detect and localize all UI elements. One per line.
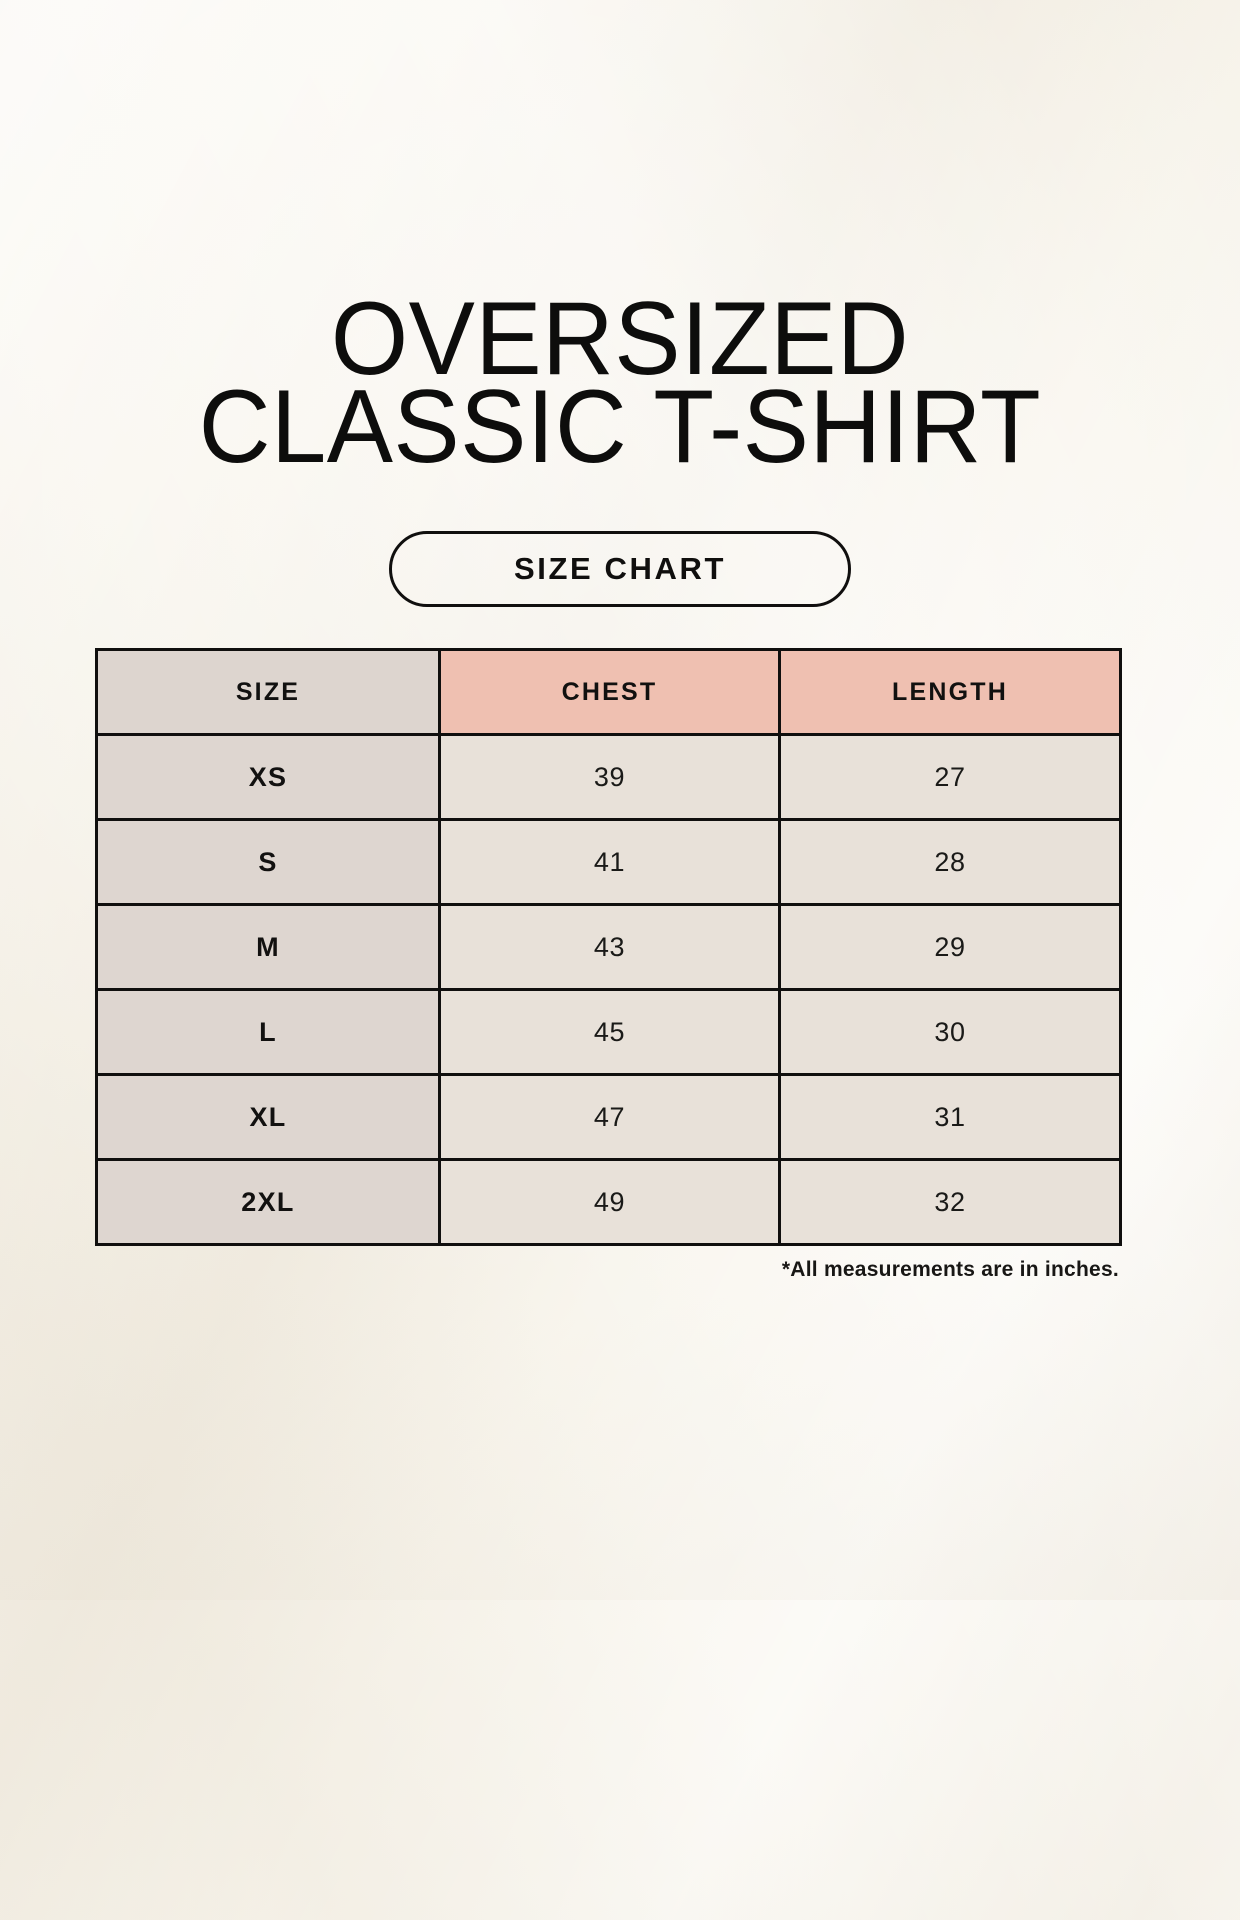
cell-chest: 41 [438,818,781,906]
badge-row: SIZE CHART [0,531,1240,607]
column-header-chest: CHEST [438,648,781,736]
size-chart-badge-label: SIZE CHART [514,551,726,586]
column-header-length: LENGTH [778,648,1122,736]
size-table-container: SIZE CHEST LENGTH XS 39 27 S 41 28 M [95,648,1122,1246]
size-table: SIZE CHEST LENGTH XS 39 27 S 41 28 M [95,648,1122,1246]
column-header-size: SIZE [95,648,441,736]
table-row: XS 39 27 [95,733,1122,821]
size-chart-poster: OVERSIZED CLASSIC T-SHIRT SIZE CHART SIZ… [0,281,1240,1281]
cell-length: 28 [778,818,1122,906]
page-title-line-2: CLASSIC T-SHIRT [198,368,1042,485]
cell-chest: 49 [438,1158,781,1246]
cell-length: 32 [778,1158,1122,1246]
cell-length: 31 [778,1073,1122,1161]
cell-chest: 39 [438,733,781,821]
cell-length: 29 [778,903,1122,991]
cell-length: 27 [778,733,1122,821]
cell-size: XL [95,1073,441,1161]
table-row: 2XL 49 32 [95,1158,1122,1246]
cell-chest: 45 [438,988,781,1076]
cell-size: L [95,988,441,1076]
measurement-units-footnote: *All measurements are in inches. [781,1258,1119,1281]
table-row: M 43 29 [95,903,1122,991]
table-header-row: SIZE CHEST LENGTH [95,648,1122,736]
table-row: S 41 28 [95,818,1122,906]
cell-size: 2XL [95,1158,441,1246]
cell-chest: 43 [438,903,781,991]
page-title: OVERSIZED CLASSIC T-SHIRT [0,281,1240,485]
size-chart-badge: SIZE CHART [389,531,851,607]
cell-size: XS [95,733,441,821]
page-title-line-1: OVERSIZED [330,281,910,397]
cell-chest: 47 [438,1073,781,1161]
table-row: L 45 30 [95,988,1122,1076]
cell-size: S [95,818,441,906]
cell-length: 30 [778,988,1122,1076]
cell-size: M [95,903,441,991]
table-row: XL 47 31 [95,1073,1122,1161]
